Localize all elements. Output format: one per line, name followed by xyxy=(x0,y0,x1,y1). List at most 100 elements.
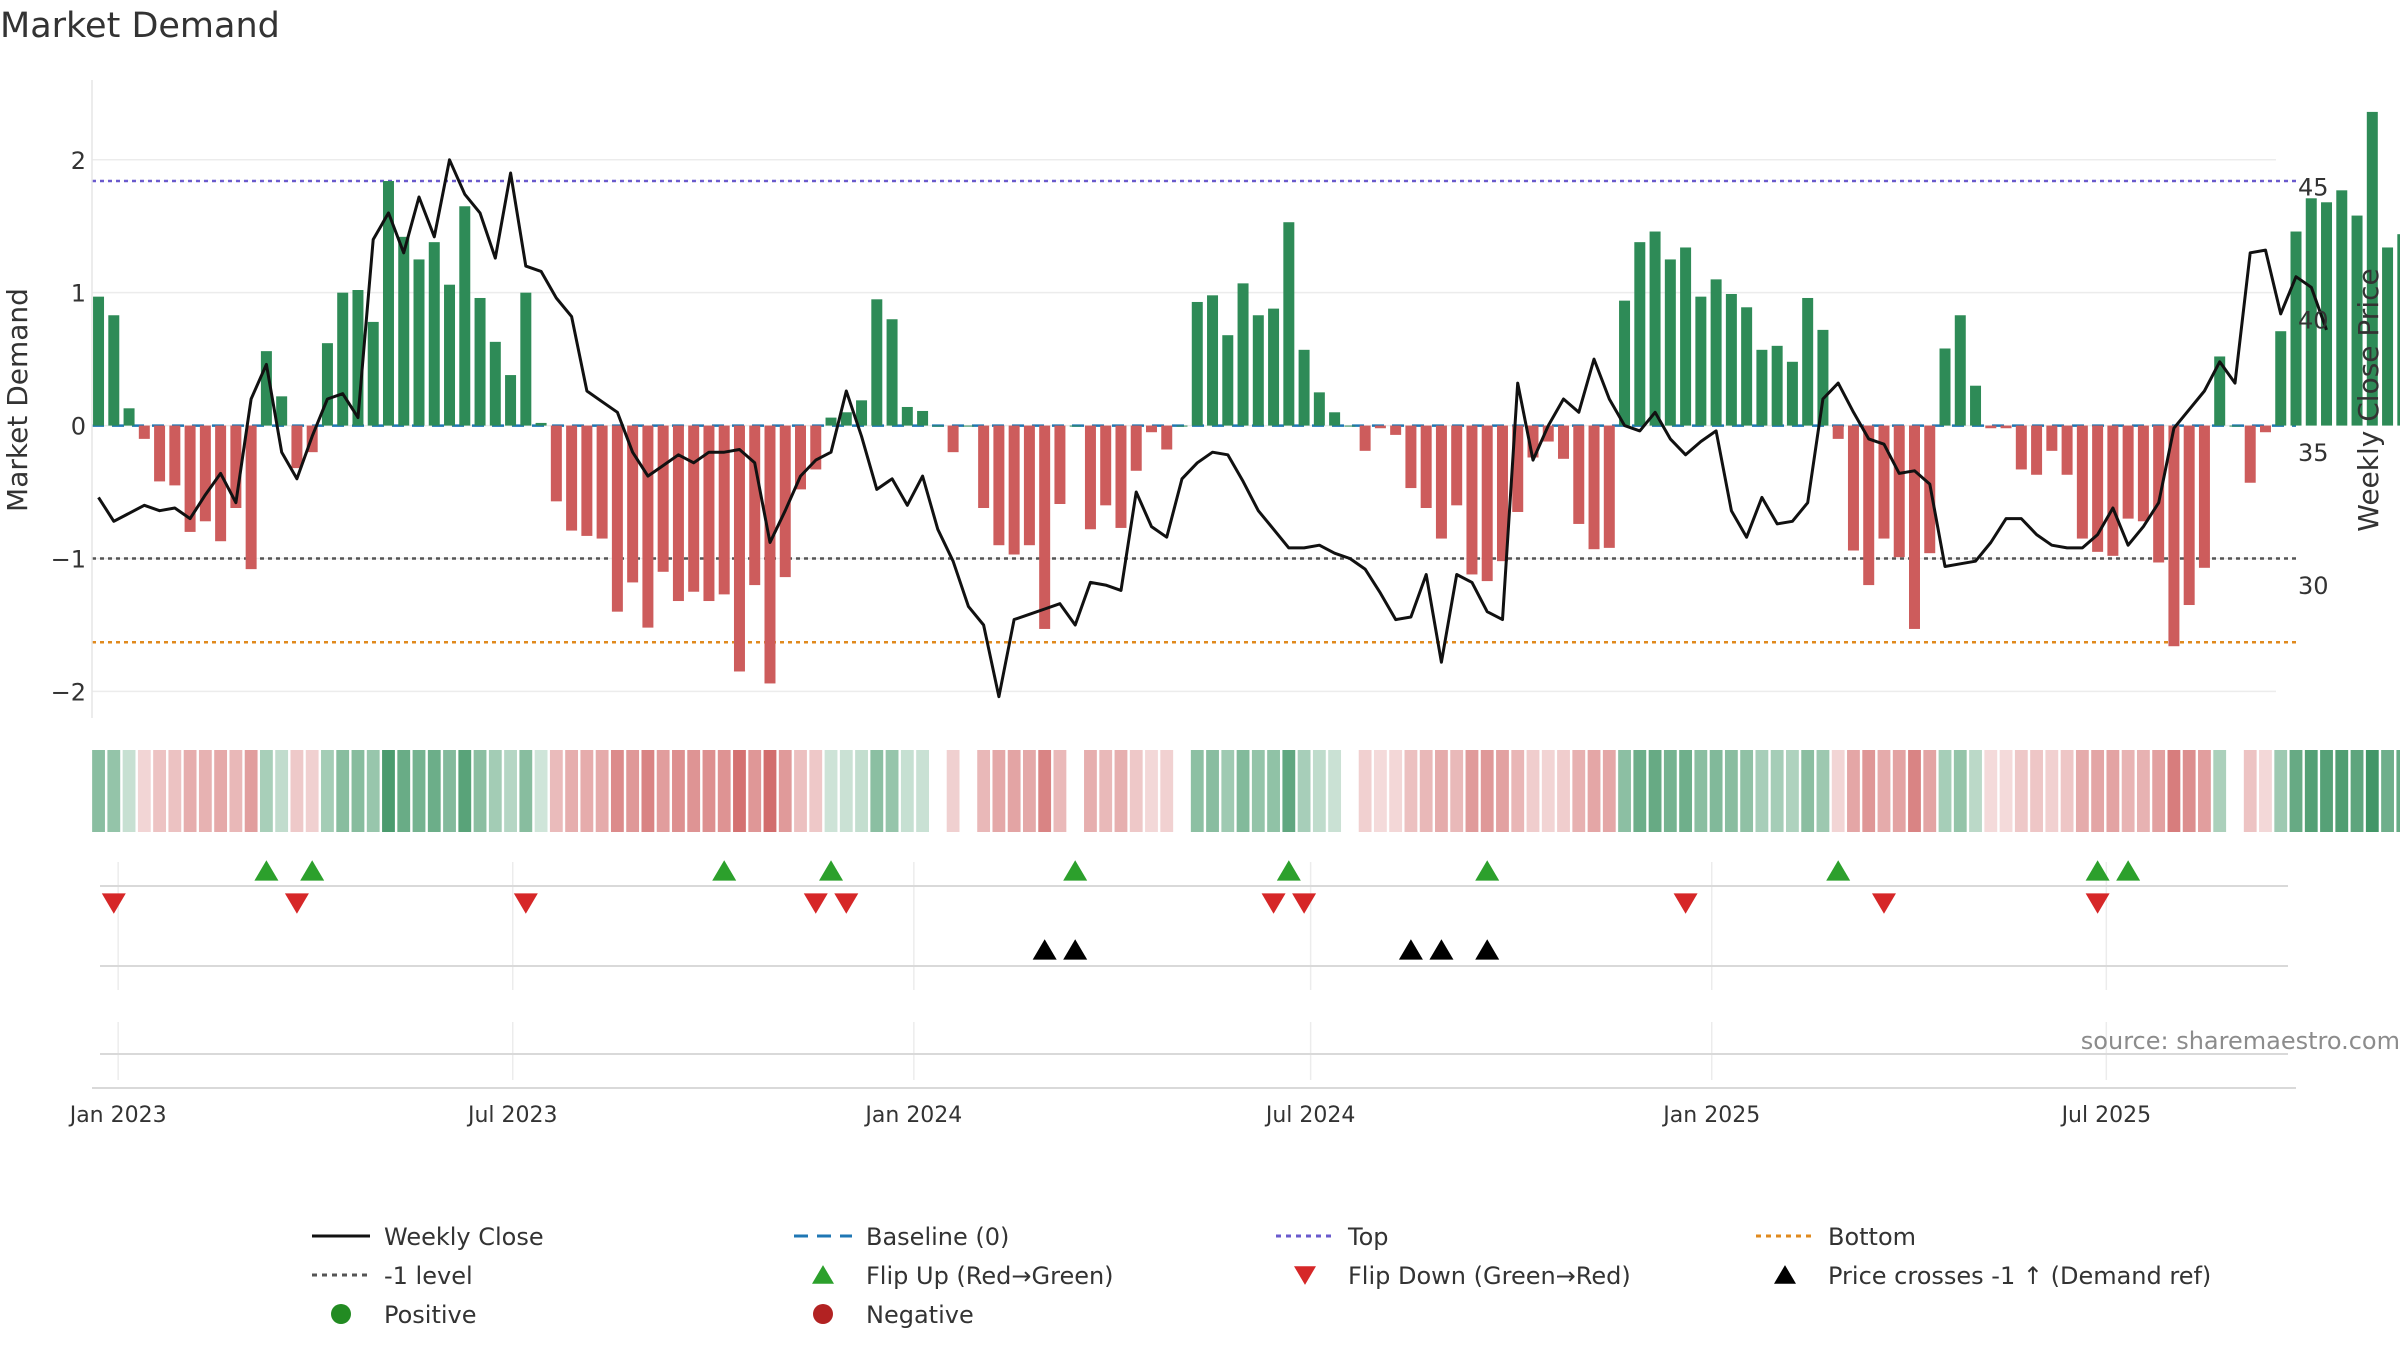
heat-cell-negative xyxy=(1557,750,1570,832)
demand-bar-negative xyxy=(1863,425,1875,586)
demand-bar-positive xyxy=(474,297,486,426)
demand-bar-positive xyxy=(337,292,349,426)
demand-bar-positive xyxy=(1313,392,1325,426)
demand-bar-positive xyxy=(489,341,501,426)
legend-item: Bottom xyxy=(1756,1223,1916,1251)
demand-bar-positive xyxy=(2366,111,2378,426)
demand-bar-negative xyxy=(993,425,1005,546)
heat-cell-positive xyxy=(412,750,426,832)
demand-bar-positive xyxy=(1680,247,1692,426)
heat-cell-positive xyxy=(1679,750,1693,832)
demand-bar-negative xyxy=(733,425,745,672)
heat-cell-positive xyxy=(122,750,136,832)
heat-cell-negative xyxy=(946,750,960,832)
heat-cell-negative xyxy=(565,750,579,832)
flip-up-marker xyxy=(1475,860,1500,881)
demand-bar-negative xyxy=(2107,425,2119,556)
y-tick-label: 1 xyxy=(71,280,86,308)
heat-cell-negative xyxy=(1572,750,1586,832)
heat-cell-negative xyxy=(1038,750,1052,832)
x-tick-label: Jul 2025 xyxy=(2060,1103,2152,1128)
demand-bar-negative xyxy=(1390,425,1402,435)
demand-bar-negative xyxy=(2000,425,2012,429)
heat-cell-positive xyxy=(1328,750,1342,832)
heat-cell-negative xyxy=(168,750,182,832)
demand-bar-negative xyxy=(2244,425,2256,483)
demand-bar-positive xyxy=(2382,247,2394,426)
heat-cell-negative xyxy=(1908,750,1921,832)
y2-tick-label: 40 xyxy=(2298,306,2329,334)
demand-bar-negative xyxy=(184,425,196,532)
demand-bar-positive xyxy=(1756,349,1768,426)
demand-bar-negative xyxy=(718,425,730,595)
x-tick-label: Jan 2025 xyxy=(1661,1103,1760,1128)
demand-bar-negative xyxy=(795,425,807,490)
legend-item: Flip Up (Red→Green) xyxy=(812,1262,1114,1290)
heat-cell-negative xyxy=(1114,750,1128,832)
demand-bar-positive xyxy=(1069,425,1081,427)
demand-bar-positive xyxy=(2336,190,2348,426)
heat-cell-negative xyxy=(1892,750,1906,832)
heat-cell-positive xyxy=(2350,750,2364,832)
heat-cell-positive xyxy=(1801,750,1815,832)
demand-bar-negative xyxy=(1512,425,1524,512)
heat-cell-negative xyxy=(1923,750,1937,832)
demand-bar-positive xyxy=(2229,425,2241,427)
heat-cell-positive xyxy=(1648,750,1662,832)
heat-cell-negative xyxy=(183,750,197,832)
y-axis-label: Market Demand xyxy=(1,288,34,512)
demand-bar-positive xyxy=(917,410,929,426)
legend-label: -1 level xyxy=(384,1262,473,1290)
demand-bar-negative xyxy=(2153,425,2165,563)
flip-up-marker xyxy=(1063,860,1088,881)
heat-cell-negative xyxy=(1007,750,1021,832)
heat-cell-negative xyxy=(1053,750,1067,832)
heat-cell-negative xyxy=(2091,750,2105,832)
heat-cell-positive xyxy=(839,750,853,832)
demand-bar-positive xyxy=(1268,308,1280,426)
demand-bar-negative xyxy=(749,425,761,586)
demand-bar-negative xyxy=(596,425,608,539)
flip-up-marker xyxy=(2116,860,2141,881)
demand-bar-negative xyxy=(1481,425,1493,582)
heat-cell-positive xyxy=(458,750,472,832)
heat-cell-positive xyxy=(885,750,899,832)
demand-bar-negative xyxy=(154,425,166,482)
heat-cell-negative xyxy=(1984,750,1998,832)
heat-cell-negative xyxy=(229,750,243,832)
demand-bar-negative xyxy=(1435,425,1447,539)
heat-cell-negative xyxy=(702,750,716,832)
x-tick-label: Jul 2023 xyxy=(466,1103,558,1128)
demand-bar-positive xyxy=(1802,297,1814,426)
x-tick-label: Jan 2023 xyxy=(68,1103,167,1128)
heat-cell-negative xyxy=(1496,750,1509,832)
demand-bar-positive xyxy=(962,425,974,427)
demand-bar-positive xyxy=(1191,301,1203,426)
heat-cell-positive xyxy=(1267,750,1280,832)
flip-down-marker xyxy=(284,893,309,914)
demand-bar-negative xyxy=(581,425,593,536)
flip-up-marker xyxy=(300,860,325,881)
demand-bar-negative xyxy=(627,425,639,583)
heat-cell-positive xyxy=(870,750,884,832)
demand-bar-positive xyxy=(2351,215,2363,426)
heat-cell-positive xyxy=(2381,750,2394,832)
demand-bar-negative xyxy=(1832,425,1844,439)
flip-up-marker xyxy=(1826,860,1851,881)
demand-bar-positive xyxy=(1954,315,1966,426)
heat-cell-positive xyxy=(1312,750,1326,832)
demand-bar-positive xyxy=(1298,349,1310,426)
demand-bar-negative xyxy=(1359,425,1371,451)
demand-bar-positive xyxy=(825,417,837,426)
demand-bar-positive xyxy=(398,236,410,426)
chart-title: Market Demand xyxy=(0,6,280,46)
demand-bar-positive xyxy=(428,242,440,426)
y-tick-label: −2 xyxy=(51,678,86,706)
demand-bar-negative xyxy=(2076,425,2088,539)
demand-bar-negative xyxy=(1603,425,1615,548)
legend-label: Weekly Close xyxy=(384,1223,544,1251)
heat-cell-positive xyxy=(1694,750,1708,832)
price-cross-marker xyxy=(1475,939,1500,960)
heat-cell-negative xyxy=(198,750,212,832)
demand-bar-positive xyxy=(1649,231,1661,426)
